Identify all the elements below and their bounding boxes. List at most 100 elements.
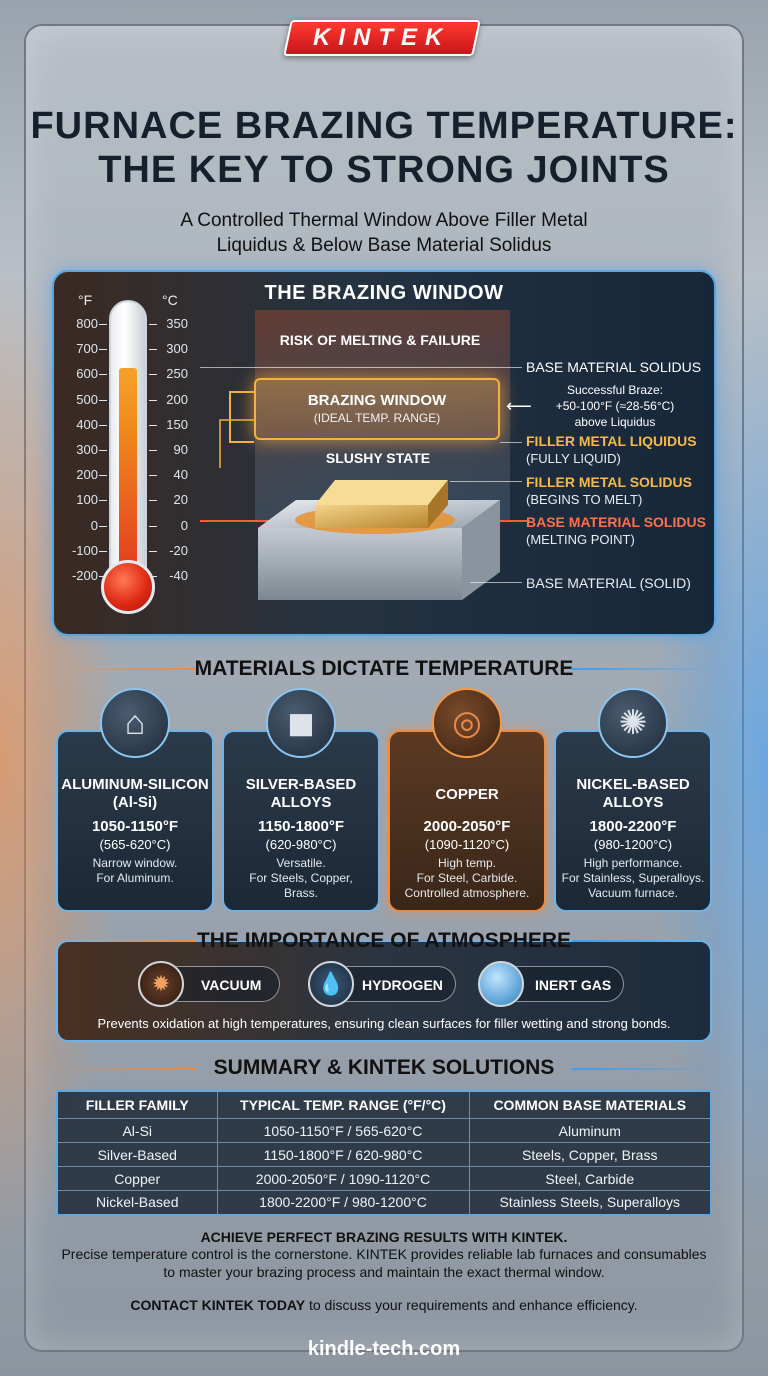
guide-line (500, 442, 522, 443)
vacuum-icon: ✹ (138, 961, 184, 1007)
material-card-nickel (554, 730, 712, 912)
celsius-label: °C (162, 292, 178, 308)
celsius-tick: -40 (169, 568, 188, 583)
label-filler-solidus-sub: (BEGINS TO MELT) (526, 492, 643, 507)
cta-headline: ACHIEVE PERFECT BRAZING RESULTS WITH KIN… (200, 1229, 568, 1245)
logo-text: KINTEK (313, 24, 451, 51)
table-cell: Steels, Copper, Brass (468, 1142, 712, 1167)
celsius-tick: 250 (166, 366, 188, 382)
subtitle-line1: A Controlled Thermal Window Above Filler… (180, 210, 588, 231)
celsius-tick: 150 (166, 416, 188, 432)
filler-side (428, 480, 448, 528)
summary-table: FILLER FAMILY TYPICAL TEMP. RANGE (°F/°C… (56, 1090, 712, 1216)
base-block-front (258, 528, 462, 600)
material-description: High temp. (437, 856, 497, 870)
material-temp-f: 1150-1800°F (257, 818, 345, 835)
brazing-window-title: THE BRAZING WINDOW (264, 282, 504, 304)
material-name: ALLOYS (270, 794, 332, 811)
hydrogen-label: HYDROGEN (362, 977, 443, 993)
section-rule-right (572, 668, 712, 670)
turbine-icon: ✺ (598, 688, 668, 758)
tick-mark (149, 450, 157, 451)
cta-contact-bold: CONTACT KINTEK TODAY (130, 1297, 306, 1313)
thermometer-mercury (119, 368, 137, 568)
brazing-window-label: BRAZING WINDOW (307, 392, 447, 409)
section-rule-right (572, 1068, 712, 1070)
filler-front (315, 505, 428, 528)
label-base-material: BASE MATERIAL (SOLID) (526, 575, 691, 591)
material-card-al-si (56, 730, 214, 912)
material-card-copper (388, 730, 546, 912)
label-base-solidus-sub: (MELTING POINT) (526, 532, 635, 547)
table-row: Nickel-Based 1800-2200°F / 980-1200°C St… (56, 1190, 712, 1215)
table-row: Silver-Based 1150-1800°F / 620-980°C Ste… (56, 1142, 712, 1167)
braze-note-line: +50-100°F (≈28-56°C) (555, 399, 675, 413)
aluminum-block-icon: ⌂ (100, 688, 170, 758)
section-rule-left (56, 1068, 196, 1070)
section-rule-right (572, 940, 712, 942)
material-description: Narrow window. (92, 856, 178, 870)
base-block-side (462, 500, 500, 600)
material-temp-c: (1090-1120°C) (424, 837, 510, 852)
cta-body-line1: Precise temperature control is the corne… (61, 1246, 707, 1262)
arrow-left-icon: ⟵ (506, 396, 532, 416)
website-link[interactable]: kindle-tech.com (307, 1338, 461, 1360)
material-name: SILVER-BASED (245, 776, 357, 793)
label-base-solidus-top: BASE MATERIAL SOLIDUS (526, 359, 702, 375)
tick-mark (149, 500, 157, 502)
brazing-diagram (200, 310, 530, 600)
vacuum-label: VACUUM (201, 977, 262, 993)
guide-line (450, 481, 522, 482)
thermometer-bulb (101, 560, 155, 614)
table-cell: Copper (56, 1166, 218, 1191)
material-description: Brass. (283, 886, 318, 900)
tick-mark (99, 475, 107, 477)
tick-mark (149, 399, 157, 401)
tick-mark (149, 424, 157, 426)
celsius-tick: 200 (166, 391, 188, 407)
column-header: TYPICAL TEMP. RANGE (°F/°C) (216, 1090, 470, 1119)
material-name: ALUMINUM-SILICON (61, 776, 209, 793)
brazing-window-sublabel: (IDEAL TEMP. RANGE) (313, 411, 441, 425)
material-temp-f: 2000-2050°F (423, 818, 511, 835)
guide-line (470, 582, 522, 583)
material-description: Controlled atmosphere. (404, 886, 530, 900)
material-temp-c: (620-980°C) (265, 837, 337, 852)
fahrenheit-tick: 200 (76, 467, 98, 483)
guide-line (200, 367, 522, 368)
fahrenheit-tick: 800 (76, 316, 98, 331)
cta-body-line2: to master your brazing process and maint… (163, 1264, 605, 1280)
material-description: For Stainless, Superalloys. (561, 871, 705, 885)
table-header-row: FILLER FAMILY TYPICAL TEMP. RANGE (°F/°C… (56, 1090, 712, 1119)
material-name: NICKEL-BASED (576, 776, 690, 793)
material-temp-f: 1800-2200°F (589, 818, 677, 835)
table-cell: Nickel-Based (56, 1190, 218, 1215)
fahrenheit-tick: -200 (71, 568, 98, 583)
fahrenheit-label: °F (78, 292, 93, 308)
tick-mark (99, 349, 107, 351)
tick-mark (99, 399, 107, 401)
fahrenheit-tick: 400 (76, 416, 98, 432)
page-title-line1: FURNACE BRAZING TEMPERATURE: (30, 105, 738, 147)
material-description: High performance. (583, 856, 683, 870)
celsius-tick: 40 (173, 467, 188, 483)
material-temp-c: (980-1200°C) (593, 837, 673, 852)
celsius-tick: 90 (173, 442, 188, 457)
table-cell: Steel, Carbide (468, 1166, 712, 1191)
tick-mark (99, 324, 107, 325)
summary-title: SUMMARY & KINTEK SOLUTIONS (213, 1056, 555, 1079)
atmosphere-description: Prevents oxidation at high temperatures,… (97, 1016, 671, 1031)
table-cell: Al-Si (56, 1118, 218, 1143)
column-header: FILLER FAMILY (56, 1090, 218, 1119)
tick-mark (99, 374, 107, 376)
table-cell: 1800-2200°F / 980-1200°C (216, 1190, 470, 1215)
table-cell: 1050-1150°F / 565-620°C (216, 1118, 470, 1143)
material-name: COPPER (435, 786, 499, 803)
tick-mark (149, 374, 157, 376)
material-description: For Steel, Carbide. (416, 871, 518, 885)
section-rule-left (56, 668, 196, 670)
material-description: For Aluminum. (96, 871, 174, 885)
braze-note-line: Successful Braze: (566, 383, 664, 397)
inert-gas-label: INERT GAS (535, 977, 612, 993)
cta-contact-rest: to discuss your requirements and enhance… (305, 1297, 638, 1313)
